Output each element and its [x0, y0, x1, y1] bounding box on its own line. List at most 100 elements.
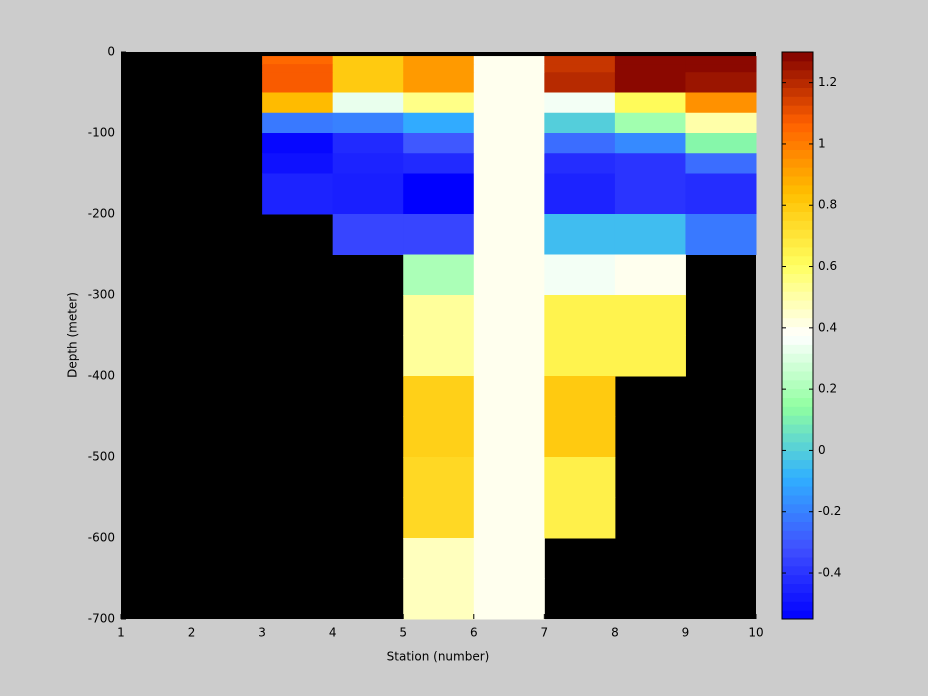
colorbar-tick-label: 0.4	[818, 320, 837, 334]
heatmap-cell	[544, 112, 616, 134]
colorbar-tick-label: 0.6	[818, 259, 837, 273]
colorbar-swatch	[782, 176, 813, 186]
heatmap-cell	[403, 173, 475, 215]
heatmap-cell	[614, 254, 686, 296]
colorbar-swatch	[782, 158, 813, 168]
heatmap-cell	[544, 56, 616, 65]
colorbar-tick-label: -0.2	[818, 504, 841, 518]
heatmap-cell	[403, 416, 475, 458]
colorbar-swatch	[782, 246, 813, 257]
colorbar-swatch	[782, 229, 813, 239]
heatmap-cell	[544, 133, 616, 154]
x-tick-label: 1	[117, 626, 125, 640]
colorbar-swatch	[782, 184, 813, 195]
heatmap-cell	[473, 457, 545, 498]
heatmap-cell	[403, 153, 475, 174]
y-axis-label: Depth (meter)	[66, 292, 80, 378]
heatmap-cell	[403, 92, 475, 114]
heatmap-cell	[403, 56, 475, 65]
heatmap-cell	[332, 214, 404, 255]
colorbar-swatch	[782, 238, 813, 248]
colorbar-swatch	[782, 388, 813, 399]
heatmap-cell	[403, 72, 475, 93]
heatmap-cell	[473, 112, 545, 134]
colorbar-swatch	[782, 459, 813, 469]
y-tick-label: -200	[88, 207, 115, 221]
colorbar-swatch	[782, 548, 813, 558]
colorbar-swatch	[782, 610, 813, 620]
colorbar-swatch	[782, 512, 813, 523]
heatmap-cell	[544, 64, 616, 73]
colorbar-swatch	[782, 140, 813, 150]
heatmap-cell	[473, 153, 545, 174]
colorbar-swatch	[782, 477, 813, 487]
heatmap-cell	[544, 376, 616, 417]
heatmap-cell	[262, 112, 334, 134]
colorbar-swatch	[782, 300, 813, 310]
colorbar-swatch	[782, 432, 813, 443]
colorbar-swatch	[782, 397, 813, 407]
heatmap-cell	[685, 133, 757, 154]
colorbar-swatch	[782, 415, 813, 425]
heatmap-cell	[262, 133, 334, 154]
colorbar-swatch	[782, 60, 813, 71]
colorbar-tick-label: 1.2	[818, 75, 837, 89]
heatmap-cell	[403, 376, 475, 417]
x-tick-label: 7	[541, 626, 549, 640]
heatmap-cell	[262, 173, 334, 215]
y-tick-label: -300	[88, 288, 115, 302]
heatmap-cell	[544, 416, 616, 458]
heatmap-cell	[403, 112, 475, 134]
heatmap-cell	[403, 295, 475, 336]
colorbar-swatch	[782, 592, 813, 602]
x-tick-label: 6	[470, 626, 478, 640]
x-tick-label: 3	[258, 626, 266, 640]
y-tick-label: -100	[88, 126, 115, 140]
heatmap-cell	[332, 72, 404, 93]
colorbar-swatch	[782, 353, 813, 363]
heatmap-cell	[332, 133, 404, 154]
heatmap-cell	[614, 173, 686, 215]
heatmap-cell	[403, 578, 475, 620]
heatmap-cell	[403, 497, 475, 539]
colorbar-swatch	[782, 78, 813, 88]
y-tick-label: -500	[88, 450, 115, 464]
y-tick-label: -700	[88, 612, 115, 626]
colorbar-swatch	[782, 441, 813, 452]
heatmap-cell	[473, 335, 545, 377]
heatmap-cell	[544, 92, 616, 114]
heatmap-cell	[473, 295, 545, 336]
colorbar-swatch	[782, 486, 813, 496]
heatmap-cell	[685, 112, 757, 134]
colorbar-swatch	[782, 308, 813, 319]
colorbar-swatch	[782, 556, 813, 567]
heatmap-cell	[544, 214, 616, 255]
heatmap-cell	[403, 254, 475, 296]
y-tick-label: 0	[107, 45, 115, 59]
heatmap-cell	[614, 112, 686, 134]
colorbar-swatch	[782, 362, 813, 372]
heatmap-cell	[332, 112, 404, 134]
heatmap-cell	[685, 92, 757, 114]
heatmap-cell	[685, 56, 757, 65]
heatmap-cell	[473, 133, 545, 154]
colorbar-swatch	[782, 87, 813, 97]
heatmap-cell	[544, 335, 616, 377]
heatmap-cell	[614, 92, 686, 114]
heatmap-cell	[473, 64, 545, 73]
colorbar-swatch	[782, 326, 813, 336]
x-tick-label: 9	[682, 626, 690, 640]
colorbar-frame	[781, 51, 814, 620]
colorbar-swatch	[782, 530, 813, 540]
colorbar-swatch	[782, 131, 813, 142]
colorbar-swatch	[782, 291, 813, 301]
heatmap-cell	[614, 56, 686, 65]
colorbar-swatch	[782, 105, 813, 115]
heatmap-cell	[544, 153, 616, 174]
x-axis-label: Station (number)	[387, 650, 490, 664]
heatmap-cell	[614, 72, 686, 93]
heatmap-cell	[403, 133, 475, 154]
heatmap-cell	[473, 214, 545, 255]
colorbar-swatch	[782, 52, 813, 62]
colorbar-swatch	[782, 273, 813, 283]
